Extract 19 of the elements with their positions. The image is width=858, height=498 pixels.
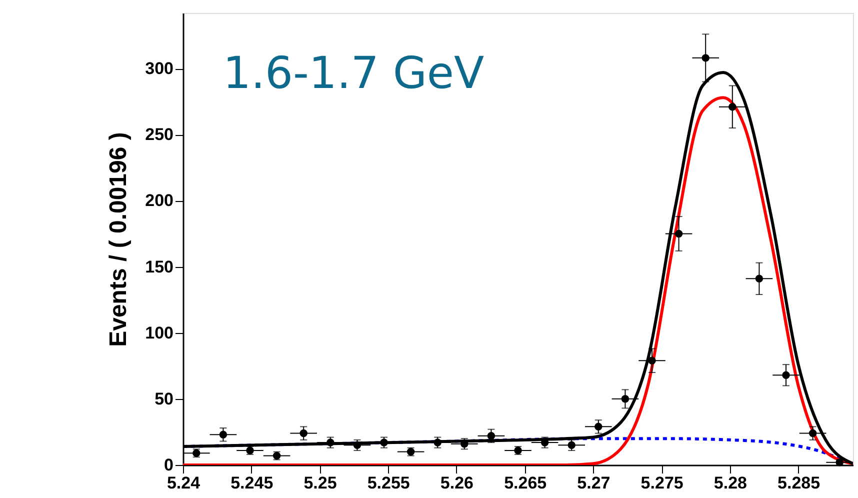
y-tick-label: 150	[145, 257, 174, 276]
x-tick-label: 5.27	[577, 474, 610, 492]
x-tick-label: 5.265	[504, 474, 547, 492]
x-tick-label: 5.245	[230, 474, 274, 492]
y-tick-label: 200	[145, 191, 174, 210]
x-tick-label: 5.275	[640, 474, 684, 492]
y-tick-label: 50	[154, 389, 174, 408]
x-tick-label: 5.28	[714, 474, 747, 492]
y-axis-title: Events / ( 0.00196 )	[105, 132, 132, 347]
x-tick-label: 5.24	[166, 474, 201, 492]
annotation: 1.6-1.7 GeV	[223, 48, 484, 99]
y-tick-label: 300	[145, 59, 174, 78]
y-tick-label: 100	[145, 323, 174, 342]
y-tick-label: 250	[145, 125, 174, 144]
x-tick-label: 5.26	[440, 474, 474, 492]
y-tick-label: 0	[164, 456, 174, 474]
x-tick-label: 5.25	[304, 474, 337, 492]
x-tick-label: 5.255	[367, 474, 410, 492]
x-tick-label: 5.285	[778, 474, 820, 492]
